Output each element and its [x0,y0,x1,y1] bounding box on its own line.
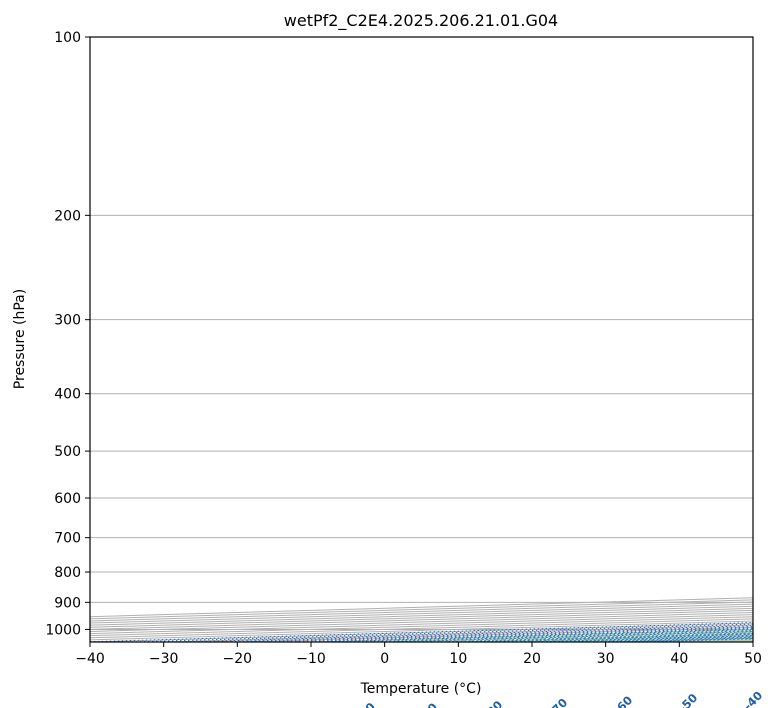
y-tick-label: 700 [54,531,81,547]
chart-title: wetPf2_C2E4.2025.206.21.01.G04 [284,11,558,31]
x-tick-label: −40 [75,651,105,667]
y-tick-label: 200 [54,208,81,224]
y-tick-label: 600 [54,491,81,507]
dry-adiabat-label: -90 [416,700,441,708]
plot-frame [89,36,754,643]
dry-adiabat-label: -80 [481,698,506,708]
y-axis-label: Pressure (hPa) [12,289,28,389]
y-tick-label: 1000 [45,622,81,638]
y-tick-label: 300 [54,313,81,329]
x-tick-label: −30 [149,651,179,667]
y-tick-label: 100 [54,30,81,46]
background-lines [90,37,753,642]
y-tick-label: 400 [54,387,81,403]
x-tick-label: 30 [597,651,615,667]
plot-area [90,37,753,642]
x-tick-label: −20 [223,651,253,667]
axis-ticks: −40 −30 −20 −10 0 10 20 30 40 50 1000 900 800 700 600 5… [45,30,762,667]
x-tick-label: 0 [380,651,389,667]
x-tick-label: 40 [670,651,688,667]
x-tick-label: 20 [523,651,541,667]
y-tick-label: 500 [54,444,81,460]
x-tick-label: 50 [744,651,762,667]
x-axis-label: Temperature (°C) [360,681,482,697]
y-tick-label: 800 [54,565,81,581]
x-tick-label: −10 [296,651,326,667]
y-tick-label: 900 [54,595,81,611]
x-tick-label: 10 [449,651,467,667]
dry-adiabat-label: -100 [348,700,378,708]
